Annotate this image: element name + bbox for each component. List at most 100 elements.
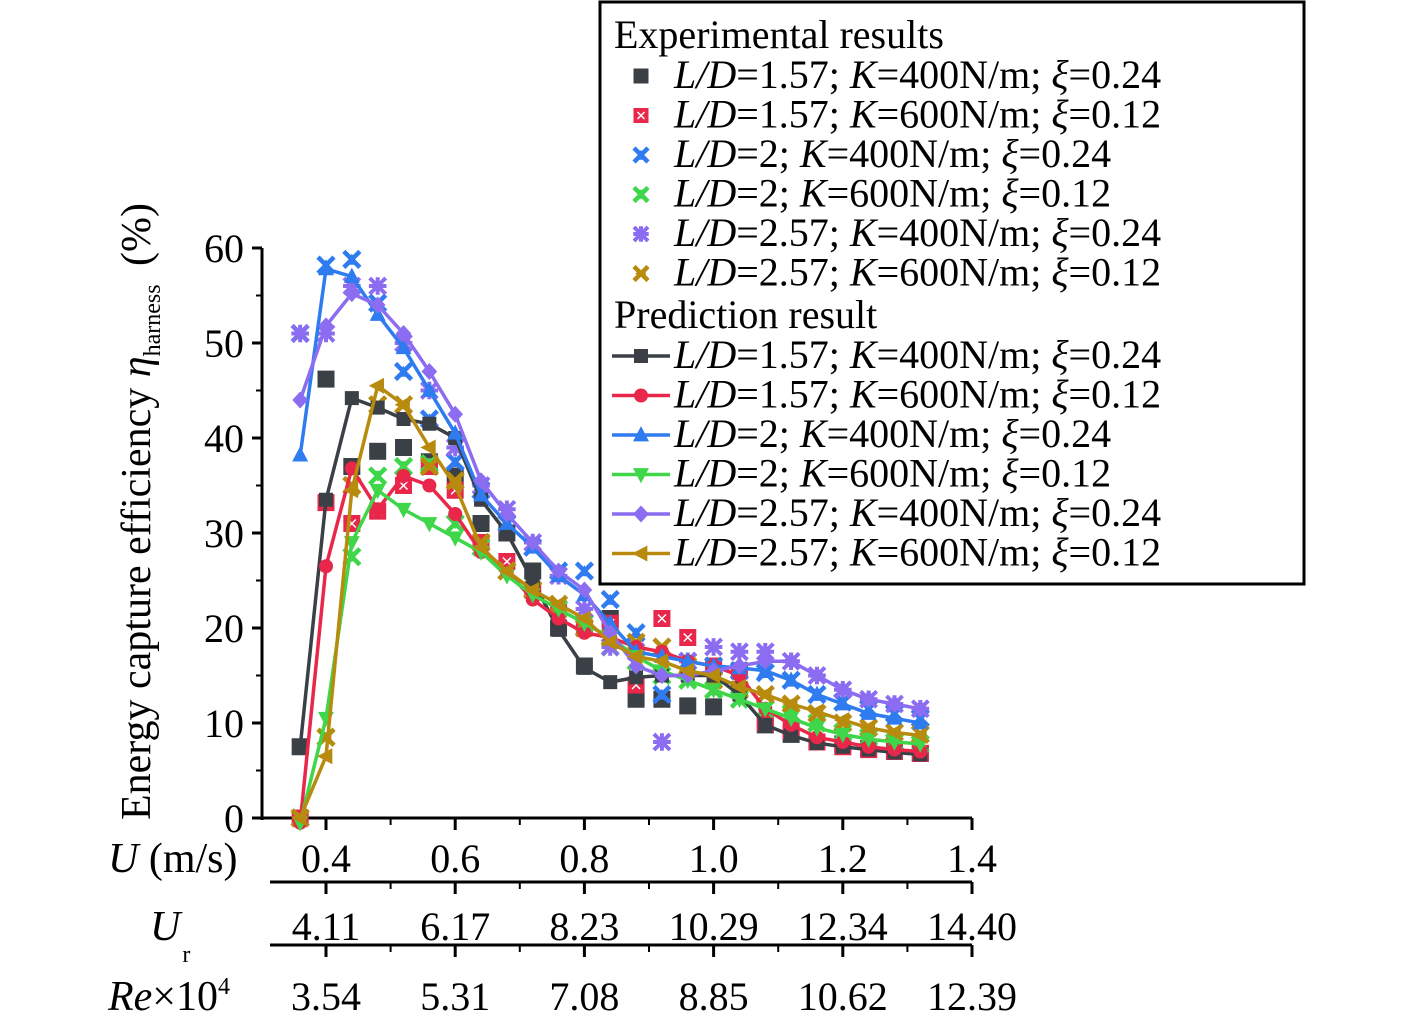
- diamond-marker: [344, 285, 360, 303]
- triangle-marker: [808, 685, 825, 701]
- legend-label: L/D=1.57; K=600N/m; ξ=0.12: [673, 92, 1161, 137]
- experimental-point: [574, 599, 594, 619]
- prediction-point: [859, 719, 875, 736]
- prediction-point: [421, 381, 438, 397]
- triangle-marker: [523, 582, 540, 598]
- x-axis-title-2: Ur: [150, 904, 190, 968]
- prediction-point: [808, 685, 825, 701]
- legend-marker: [633, 68, 649, 84]
- prediction-point: [576, 581, 593, 599]
- legend-marker: [633, 468, 649, 484]
- x-tick-label: 0.4: [301, 836, 351, 881]
- triangle-marker: [342, 482, 359, 499]
- square-marker: [634, 349, 648, 363]
- square-marker: [633, 68, 649, 84]
- triangle-marker: [395, 502, 412, 519]
- triangle-marker: [860, 704, 877, 720]
- prediction-point: [422, 416, 437, 431]
- legend-label: L/D=1.57; K=400N/m; ξ=0.24: [673, 332, 1161, 377]
- legend-label: L/D=2.57; K=600N/m; ξ=0.12: [673, 530, 1161, 575]
- legend-item-prediction: L/D=2.57; K=600N/m; ξ=0.12: [612, 530, 1161, 575]
- prediction-point: [885, 724, 901, 741]
- experimental-point: [600, 589, 620, 610]
- prediction-point: [653, 653, 669, 670]
- y-tick-label: 30: [204, 511, 244, 556]
- prediction-point: [421, 362, 438, 381]
- legend-item-prediction: L/D=1.57; K=400N/m; ξ=0.24: [612, 332, 1161, 377]
- circle-marker: [319, 559, 333, 574]
- triangle-marker: [345, 253, 359, 265]
- prediction-point: [293, 739, 308, 754]
- triangle-marker: [369, 483, 386, 500]
- prediction-point: [369, 296, 386, 314]
- prediction-point: [912, 714, 929, 730]
- x-tick-label: 0.6: [430, 836, 480, 881]
- legend-box: [598, 0, 1306, 586]
- prediction-point: [396, 469, 411, 483]
- square-marker: [636, 229, 646, 239]
- diamond-marker: [499, 505, 515, 523]
- legend-marker: [632, 185, 650, 204]
- prediction-point: [783, 671, 800, 687]
- prediction-point: [472, 539, 488, 556]
- prediction-point: [575, 610, 591, 627]
- triangle-marker: [371, 470, 385, 482]
- triangle-marker: [860, 732, 877, 749]
- triangle-marker: [655, 688, 669, 700]
- legend-item-experimental: L/D=2.57; K=400N/m; ξ=0.24: [632, 210, 1161, 255]
- prediction-point: [860, 690, 877, 708]
- y-tick-label: 40: [204, 416, 244, 461]
- legend-item-prediction: L/D=2.57; K=400N/m; ξ=0.24: [612, 490, 1161, 535]
- diamond-marker: [550, 562, 567, 580]
- experimental-point: [653, 610, 671, 627]
- experimental-point: [652, 684, 672, 705]
- prediction-point: [446, 477, 462, 494]
- experimental-point: [472, 515, 490, 532]
- prediction-point: [473, 486, 490, 502]
- prediction-point: [782, 696, 798, 712]
- triangle-marker: [603, 593, 617, 605]
- triangle-marker: [782, 696, 798, 712]
- experimental-point: [419, 456, 439, 477]
- x-tick-label: 10.62: [798, 974, 888, 1019]
- triangle-marker: [448, 455, 462, 468]
- triangle-marker: [783, 711, 800, 728]
- prediction-point: [447, 424, 464, 440]
- x-axis-title-3: Re×104: [107, 974, 230, 1020]
- legend-marker: [632, 264, 650, 283]
- circle-marker: [370, 502, 385, 517]
- triangle-marker: [498, 563, 514, 579]
- legend-marker: [632, 545, 648, 562]
- diamond-marker: [576, 581, 593, 599]
- x-tick-label: 0.8: [559, 836, 609, 881]
- triangle-marker: [447, 424, 464, 440]
- prediction-point: [731, 657, 748, 675]
- triangle-marker: [886, 709, 903, 725]
- prediction-point: [422, 478, 437, 493]
- triangle-marker: [757, 702, 774, 718]
- prediction-point: [834, 728, 851, 744]
- prediction-point: [369, 483, 386, 500]
- square-marker: [603, 675, 618, 690]
- axes: 0 10 20 30 40 50 60 Energy capture efficiency η…: [107, 203, 1017, 1020]
- legend-label: L/D=1.57; K=600N/m; ξ=0.12: [673, 372, 1161, 417]
- square-marker: [295, 328, 306, 339]
- prediction-point: [318, 260, 334, 276]
- prediction-point: [420, 439, 436, 456]
- prediction-point: [421, 517, 438, 533]
- prediction-point: [396, 412, 411, 426]
- prediction-point: [292, 391, 308, 409]
- legend-label: L/D=2; K=600N/m; ξ=0.12: [673, 451, 1111, 496]
- x-tick-label: 1.2: [818, 836, 868, 881]
- prediction-point: [499, 505, 515, 523]
- circle-marker: [396, 469, 411, 483]
- prediction-point: [758, 717, 773, 732]
- experimental-point: [393, 361, 414, 382]
- x-glyph: [502, 556, 512, 567]
- prediction-series-6: [291, 377, 927, 826]
- triangle-marker: [447, 531, 464, 547]
- diamond-marker: [783, 652, 799, 670]
- triangle-marker: [859, 719, 875, 736]
- x-tick-label: 8.23: [549, 904, 619, 949]
- x-tick-label: 1.0: [689, 836, 739, 881]
